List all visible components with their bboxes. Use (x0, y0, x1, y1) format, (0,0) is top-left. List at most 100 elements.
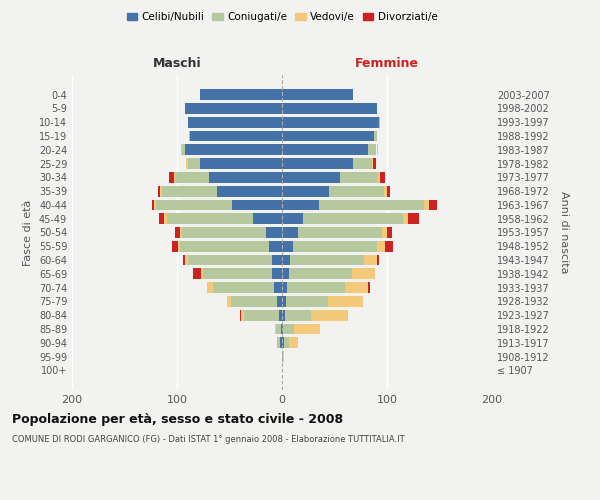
Bar (286, 296, 328, 307)
Bar (319, 200, 424, 210)
Bar (289, 338, 298, 348)
Bar (283, 351, 284, 362)
Bar (282, 103, 377, 114)
Y-axis label: Anni di nascita: Anni di nascita (559, 191, 569, 274)
Bar (175, 227, 180, 238)
Bar (289, 268, 352, 279)
Bar (178, 241, 180, 252)
Bar (275, 324, 276, 334)
Bar (240, 310, 241, 320)
Bar (328, 296, 363, 307)
Bar (353, 158, 372, 169)
Bar (384, 186, 387, 196)
Bar (203, 268, 271, 279)
Bar (182, 227, 266, 238)
Bar (182, 144, 185, 155)
Bar (230, 296, 277, 307)
Bar (379, 117, 380, 128)
Bar (162, 186, 217, 196)
Bar (293, 324, 320, 334)
Bar (282, 90, 353, 100)
Bar (429, 200, 437, 210)
Bar (345, 282, 368, 293)
Bar (181, 144, 182, 155)
Bar (282, 117, 379, 128)
Bar (279, 310, 282, 320)
Bar (340, 172, 377, 183)
Bar (352, 268, 376, 279)
Y-axis label: Fasce di età: Fasce di età (23, 200, 33, 266)
Bar (282, 254, 290, 266)
Bar (377, 254, 379, 266)
Bar (377, 241, 385, 252)
Bar (290, 254, 364, 266)
Bar (158, 186, 160, 196)
Bar (311, 310, 348, 320)
Bar (185, 254, 187, 266)
Bar (209, 172, 282, 183)
Bar (282, 214, 303, 224)
Bar (274, 282, 282, 293)
Bar (372, 158, 373, 169)
Bar (277, 338, 280, 348)
Bar (368, 282, 370, 293)
Bar (377, 172, 380, 183)
Bar (188, 130, 190, 141)
Bar (387, 186, 390, 196)
Bar (269, 241, 282, 252)
Bar (382, 227, 387, 238)
Bar (276, 324, 281, 334)
Bar (408, 214, 419, 224)
Bar (187, 117, 282, 128)
Bar (282, 227, 298, 238)
Legend: Celibi/Nubili, Coniugati/e, Vedovi/e, Divorziati/e: Celibi/Nubili, Coniugati/e, Vedovi/e, Di… (122, 8, 442, 26)
Bar (188, 158, 200, 169)
Bar (241, 310, 244, 320)
Bar (208, 282, 213, 293)
Bar (172, 241, 178, 252)
Bar (164, 214, 167, 224)
Bar (185, 103, 282, 114)
Bar (387, 227, 392, 238)
Bar (185, 144, 282, 155)
Text: Maschi: Maschi (152, 57, 202, 70)
Bar (180, 241, 269, 252)
Text: COMUNE DI RODI GARGANICO (FG) - Dati ISTAT 1° gennaio 2008 - Elaborazione TUTTIT: COMUNE DI RODI GARGANICO (FG) - Dati IST… (12, 435, 404, 444)
Text: Femmine: Femmine (355, 57, 419, 70)
Bar (281, 324, 282, 334)
Bar (285, 310, 311, 320)
Bar (303, 214, 403, 224)
Bar (200, 90, 282, 100)
Bar (380, 172, 385, 183)
Bar (174, 172, 175, 183)
Bar (282, 296, 286, 307)
Bar (184, 254, 185, 266)
Bar (152, 200, 154, 210)
Bar (424, 200, 429, 210)
Bar (160, 186, 162, 196)
Bar (385, 241, 394, 252)
Bar (282, 310, 285, 320)
Bar (227, 296, 230, 307)
Bar (283, 324, 293, 334)
Bar (167, 214, 253, 224)
Bar (368, 144, 377, 155)
Bar (244, 310, 279, 320)
Bar (213, 282, 274, 293)
Bar (271, 268, 282, 279)
Bar (282, 172, 340, 183)
Bar (364, 254, 377, 266)
Bar (193, 268, 201, 279)
Bar (187, 254, 271, 266)
Bar (175, 172, 209, 183)
Bar (282, 282, 287, 293)
Bar (403, 214, 408, 224)
Bar (282, 130, 374, 141)
Bar (280, 338, 282, 348)
Bar (282, 324, 283, 334)
Bar (282, 241, 293, 252)
Bar (190, 130, 282, 141)
Text: Popolazione per età, sesso e stato civile - 2008: Popolazione per età, sesso e stato civil… (12, 412, 343, 426)
Bar (373, 158, 377, 169)
Bar (232, 200, 282, 210)
